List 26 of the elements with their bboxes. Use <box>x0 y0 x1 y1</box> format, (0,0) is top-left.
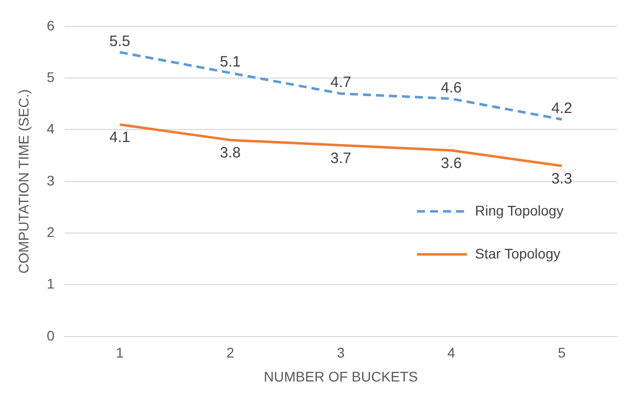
data-label: 5.1 <box>220 54 241 71</box>
legend-label: Star Topology <box>475 245 560 262</box>
x-tick-label: 5 <box>558 344 566 361</box>
y-tick-label: 5 <box>46 68 55 85</box>
x-tick-label: 4 <box>447 344 456 361</box>
y-tick-label: 3 <box>46 172 55 188</box>
y-tick-label: 1 <box>46 276 55 292</box>
data-label: 4.1 <box>109 129 130 146</box>
data-label: 4.7 <box>330 74 352 92</box>
data-label: 3.8 <box>220 144 241 162</box>
y-axis-title: COMPUTATION TIME (SEC.) <box>15 89 32 274</box>
y-tick-label: 2 <box>46 224 55 240</box>
data-label: 4.6 <box>440 79 462 96</box>
x-tick-label: 2 <box>226 344 234 361</box>
data-label: 3.7 <box>330 150 352 167</box>
y-tick-label: 6 <box>46 17 55 34</box>
data-label: 5.5 <box>109 32 130 50</box>
x-axis-title: NUMBER OF BUCKETS <box>264 368 418 384</box>
x-tick-label: 3 <box>336 344 345 361</box>
legend-label: Ring Topology <box>475 202 564 218</box>
y-tick-label: 0 <box>46 327 55 344</box>
x-tick-label: 1 <box>116 344 124 361</box>
data-label: 3.6 <box>440 155 462 172</box>
y-tick-label: 4 <box>46 120 55 137</box>
data-label: 3.3 <box>551 170 572 188</box>
data-label: 4.2 <box>551 100 572 118</box>
